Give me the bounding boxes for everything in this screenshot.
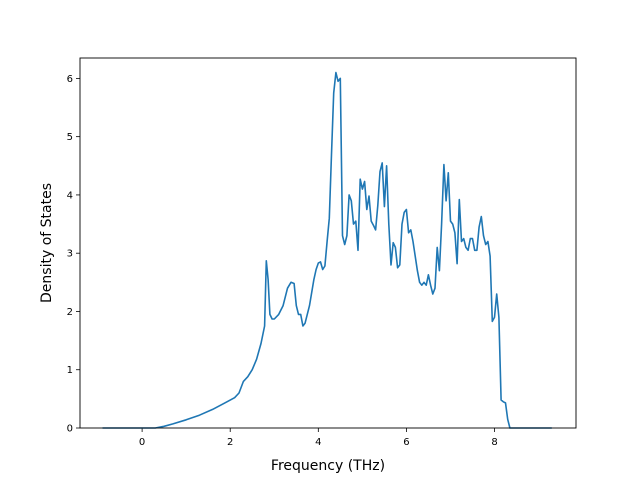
- dos-series-line: [102, 71, 552, 429]
- x-tick-label: 6: [403, 437, 409, 448]
- x-tick-label: 2: [227, 437, 233, 448]
- y-tick-label: 3: [67, 249, 73, 260]
- y-axis-label: Density of States: [39, 183, 55, 303]
- y-tick-label: 1: [67, 365, 73, 376]
- y-tick-label: 5: [67, 132, 73, 143]
- y-tick-label: 4: [67, 190, 73, 201]
- y-tick-label: 0: [67, 424, 73, 435]
- x-tick-label: 8: [491, 437, 497, 448]
- y-tick-label: 6: [67, 74, 73, 85]
- axis-ticks: 0 2 4 6 8 0 1 2 3 4 5 6: [67, 74, 498, 448]
- x-tick-label: 4: [315, 437, 321, 448]
- plot-background: [80, 58, 576, 428]
- x-axis-label: Frequency (THz): [271, 458, 385, 474]
- plot-frame: [79, 57, 577, 429]
- x-tick-label: 0: [139, 437, 145, 448]
- y-tick-label: 2: [67, 307, 73, 318]
